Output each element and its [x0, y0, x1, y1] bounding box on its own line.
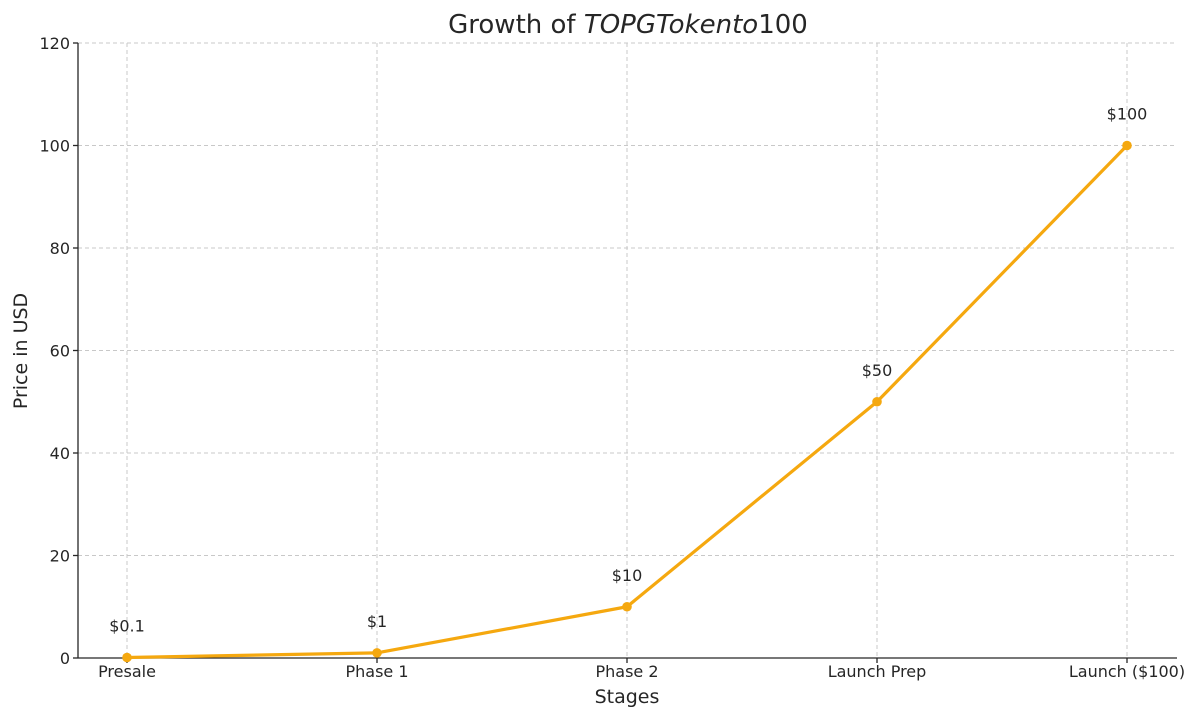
- y-tick-label: 0: [60, 649, 70, 668]
- data-point: [1122, 140, 1132, 151]
- x-axis-label: Stages: [595, 686, 660, 708]
- grid: [78, 42, 1177, 659]
- x-tick-label: Presale: [98, 662, 156, 681]
- y-tick-label: 20: [50, 547, 70, 566]
- data-label: $1: [367, 612, 387, 631]
- data-label: $50: [862, 361, 893, 380]
- data-labels: $0.1 $1 $10 $50 $100: [109, 105, 1147, 636]
- x-tick-label: Phase 1: [345, 662, 408, 681]
- y-axis-label: Price in USD: [10, 293, 32, 409]
- data-label: $100: [1107, 105, 1148, 124]
- chart-title-prefix: Growth of: [448, 10, 584, 40]
- data-label: $10: [612, 566, 643, 585]
- x-tick-label: Phase 2: [595, 662, 658, 681]
- data-point: [122, 652, 132, 663]
- y-tick-label: 100: [39, 137, 70, 156]
- chart-title-suffix: 100: [758, 10, 808, 40]
- y-tick-label: 120: [39, 34, 70, 53]
- y-tick-label: 40: [50, 444, 70, 463]
- chart-title-italic: TOPGTokento: [584, 10, 758, 40]
- chart-title: Growth of TOPGTokento100: [448, 10, 808, 40]
- data-point: [872, 396, 882, 407]
- data-label: $0.1: [109, 616, 145, 635]
- x-tick-label: Launch ($100): [1069, 662, 1185, 681]
- y-tick-label: 80: [50, 239, 70, 258]
- series: [122, 140, 1132, 663]
- y-tick-label: 60: [50, 342, 70, 361]
- x-tick-label: Launch Prep: [828, 662, 927, 681]
- data-point: [372, 648, 382, 658]
- tick-labels: 0 20 40 60 80 100 120 Presale Phase 1 Phase 2 Laun…: [39, 34, 1185, 681]
- data-point: [622, 601, 632, 612]
